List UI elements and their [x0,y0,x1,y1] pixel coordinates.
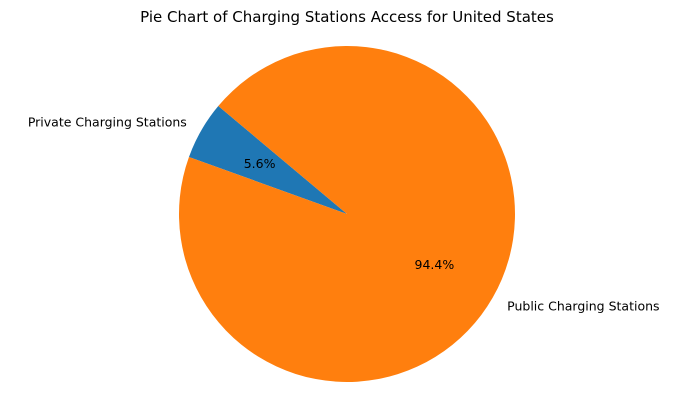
slice-category-label: Private Charging Stations [28,114,187,129]
pie-slice-private [188,106,347,214]
pie-slices [179,45,516,382]
slice-percent-label: 94.4% [415,257,455,272]
chart-title: Pie Chart of Charging Stations Access fo… [140,8,554,26]
pie-labels: 5.6% Private Charging Stations 94.4% Public… [28,114,660,313]
slice-category-label: Public Charging Stations [507,299,659,314]
slice-percent-label: 5.6% [244,156,276,171]
pie-slice-public [179,45,516,382]
